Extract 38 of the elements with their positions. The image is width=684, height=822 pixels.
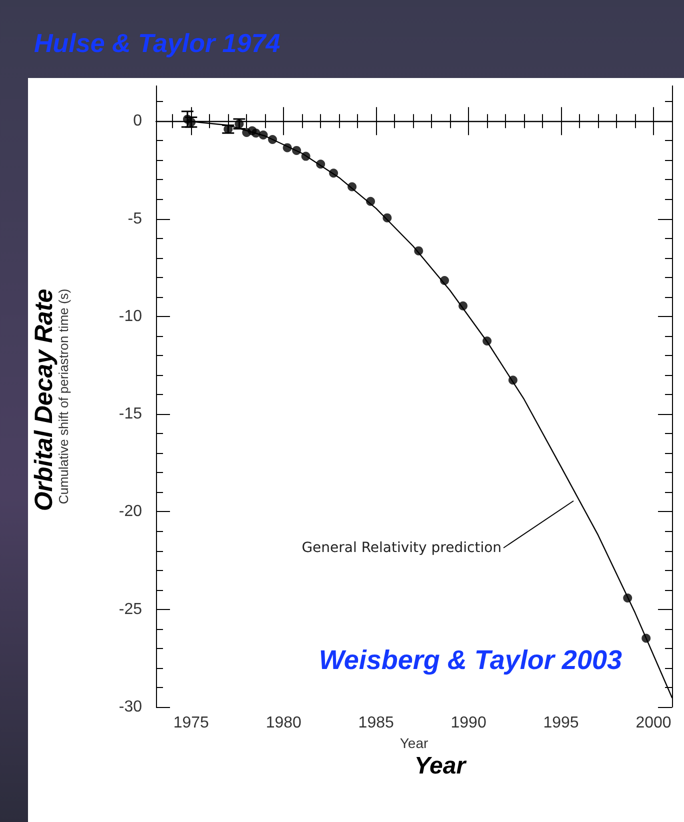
- point: [316, 160, 326, 169]
- point: [258, 130, 268, 140]
- x-tick-label: 1985: [358, 714, 394, 732]
- point: [414, 246, 424, 256]
- x-tick-label: 1995: [543, 714, 579, 732]
- x-axis-title: Year: [400, 734, 428, 751]
- point: [366, 196, 376, 206]
- point: [348, 182, 357, 192]
- y-tick-label: -5: [128, 210, 142, 228]
- text: Year: [414, 752, 468, 780]
- point: [482, 336, 492, 346]
- point: [508, 376, 518, 385]
- y-tick-label: -20: [118, 503, 142, 520]
- chart-title: Hulse & Taylor 1974: [34, 28, 280, 59]
- y-tick-label: 0: [133, 112, 142, 130]
- point: [642, 634, 651, 643]
- point: [292, 146, 302, 155]
- point: [301, 152, 310, 161]
- point: [282, 143, 292, 152]
- x-tick-label: 1975: [173, 714, 210, 732]
- point: [458, 301, 468, 310]
- annotation: Weisberg & Taylor 2003: [318, 645, 622, 675]
- y-tick-label: -25: [118, 600, 142, 618]
- text: Orbital Decay Rate: [30, 288, 58, 512]
- y-axis-title: Cumulative shift of periastron time (s): [56, 288, 71, 504]
- x-tick-label: 2000: [636, 714, 672, 732]
- y-tick-label: -10: [118, 308, 142, 325]
- x-tick-label: 1980: [266, 714, 302, 732]
- point: [329, 168, 338, 178]
- x-tick-label: 1990: [450, 714, 486, 732]
- point: [623, 594, 632, 603]
- point: [251, 128, 260, 138]
- point: [268, 135, 278, 144]
- annotation: General Relativity prediction: [302, 540, 502, 556]
- point: [440, 276, 450, 285]
- y-tick-label: -15: [118, 406, 142, 423]
- y-tick-label: -30: [118, 698, 142, 716]
- point: [382, 213, 392, 222]
